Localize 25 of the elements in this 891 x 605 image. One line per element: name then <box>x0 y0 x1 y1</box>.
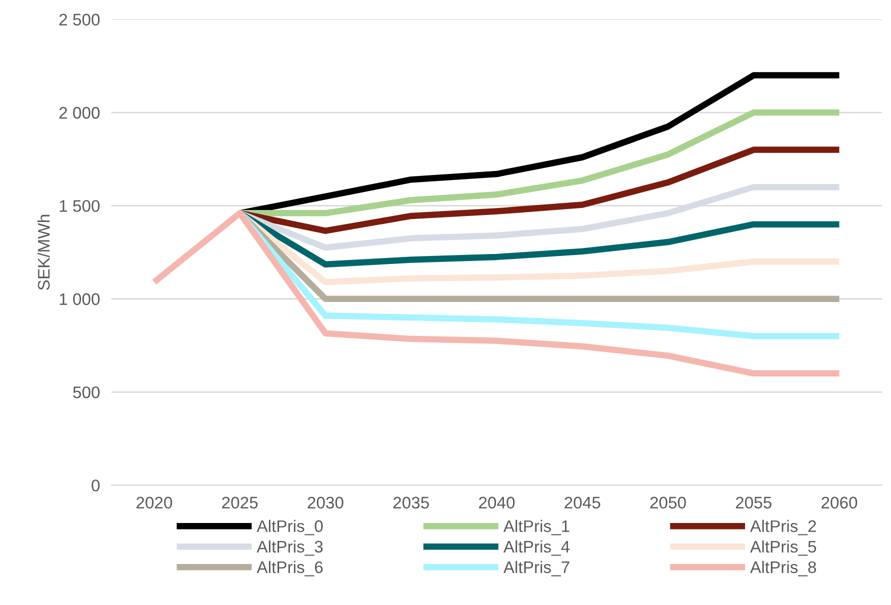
x-tick-label: 2050 <box>650 496 686 509</box>
legend-label: AltPris_6 <box>256 560 323 576</box>
legend-label: AltPris_7 <box>503 560 570 576</box>
y-tick-label: 2 500 <box>59 14 100 26</box>
x-tick-label: 2060 <box>822 496 858 509</box>
x-tick-label: 2030 <box>308 496 344 509</box>
y-tick-label: 1 000 <box>60 293 100 306</box>
x-tick-label: 2020 <box>136 496 172 509</box>
x-tick-label: 2035 <box>393 496 429 509</box>
x-tick-label: 2040 <box>479 496 515 509</box>
x-tick-label: 2025 <box>222 496 258 509</box>
legend-label: AltPris_8 <box>750 560 816 576</box>
y-tick-label: 1 500 <box>60 200 100 212</box>
x-tick-label: 2045 <box>564 496 600 509</box>
y-tick-label: 2 000 <box>59 106 100 119</box>
y-tick-label: 500 <box>73 386 100 398</box>
legend-label: AltPris_4 <box>503 540 570 556</box>
legend-label: AltPris_5 <box>750 540 816 556</box>
legend-label: AltPris_0 <box>256 520 323 536</box>
legend-label: AltPris_1 <box>503 520 570 536</box>
x-tick-label: 2055 <box>736 496 772 509</box>
y-axis-title: SEK/MWh <box>37 214 50 290</box>
y-tick-label: 0 <box>92 480 100 492</box>
legend-label: AltPris_2 <box>750 520 816 536</box>
legend-label: AltPris_3 <box>256 540 323 556</box>
